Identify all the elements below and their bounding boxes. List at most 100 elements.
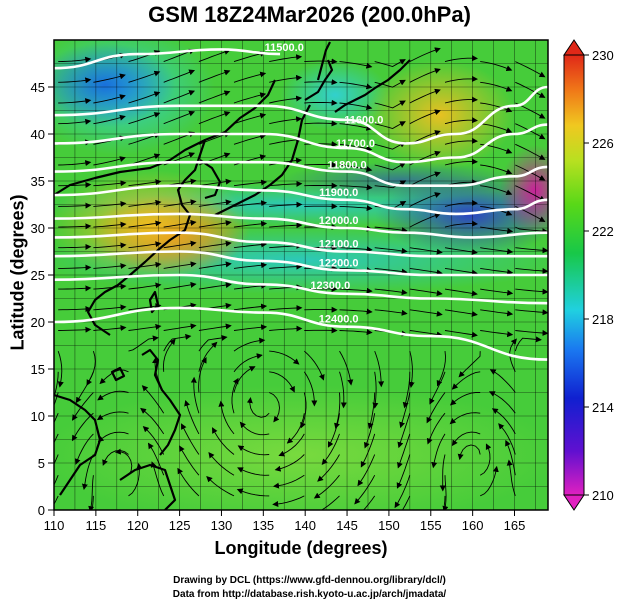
streamline-arrow <box>313 474 340 499</box>
coast-hainan <box>110 366 126 382</box>
streamline-arrow <box>339 308 373 315</box>
colorbar-bottom-triangle <box>563 494 585 511</box>
streamline-arrow <box>198 334 228 352</box>
streamline-arrow <box>269 116 303 125</box>
streamline-arrow <box>480 288 514 296</box>
streamline-arrow <box>198 261 232 269</box>
streamline-arrow <box>339 205 373 212</box>
streamline-arrow <box>491 408 516 435</box>
streamline-arrow <box>339 371 347 409</box>
streamline-arrow <box>93 114 126 125</box>
streamline-arrow <box>426 392 446 424</box>
streamline-arrow <box>81 454 94 490</box>
streamline-arrow <box>198 357 207 393</box>
streamline-arrow <box>269 54 303 63</box>
streamline-arrow <box>246 397 270 418</box>
y-tick-label: 10 <box>31 409 45 424</box>
streamline-arrow <box>488 391 516 414</box>
streamline-arrow <box>304 79 338 86</box>
streamline-arrow <box>339 61 373 69</box>
streamline-arrow <box>58 264 92 271</box>
streamline-arrow <box>128 282 162 290</box>
streamline-arrow <box>179 445 200 476</box>
streamline-arrow <box>97 431 129 443</box>
streamline-arrow <box>444 96 478 104</box>
credit-line-1: Drawing by DCL (https://www.gfd-dennou.o… <box>173 575 446 586</box>
y-tick-label: 0 <box>38 503 45 518</box>
streamline-arrow <box>93 94 126 104</box>
streamline-arrow <box>163 90 196 104</box>
coast-japan <box>214 104 311 216</box>
colorbar-tick-label: 214 <box>592 400 614 415</box>
streamline-arrow <box>163 219 197 228</box>
streamline-arrow <box>409 212 441 228</box>
streamline-arrow <box>147 442 165 476</box>
streamline-arrow <box>150 461 165 497</box>
height-contour-line <box>54 48 281 70</box>
x-tick-label: 120 <box>127 518 149 533</box>
streamline-arrow <box>449 412 481 425</box>
x-tick-label: 145 <box>336 518 358 533</box>
streamline-arrow <box>374 100 406 109</box>
streamline-arrow <box>409 309 443 317</box>
x-tick-label: 130 <box>211 518 233 533</box>
streamline-arrow <box>93 73 126 83</box>
contour-label: 12000.0 <box>319 215 359 227</box>
streamline-arrow <box>444 199 478 207</box>
streamline-arrow <box>506 459 516 497</box>
streamline-arrow <box>237 445 270 456</box>
streamline-arrow <box>269 95 303 104</box>
streamline-arrow <box>515 143 546 160</box>
x-tick-label: 150 <box>378 518 400 533</box>
coast-korea <box>199 159 222 200</box>
x-tick-label: 165 <box>504 518 526 533</box>
streamline-arrow <box>436 351 446 387</box>
streamline-arrow <box>163 199 197 207</box>
y-tick-label: 25 <box>31 268 45 283</box>
streamline-arrow <box>444 158 478 166</box>
streamline-arrow <box>409 171 441 187</box>
streamline-arrow <box>409 88 441 104</box>
streamline-arrow <box>303 350 325 381</box>
streamline-arrow <box>442 475 449 510</box>
chart-title: GSM 18Z24Mar2026 (200.0hPa) <box>148 2 471 27</box>
streamline-arrow <box>354 474 376 505</box>
streamline-arrow <box>269 201 303 208</box>
streamline-arrow <box>401 495 411 510</box>
streamline-arrow <box>269 222 303 229</box>
streamline-arrow <box>233 133 267 145</box>
streamline-arrow <box>181 423 200 455</box>
streamline-arrow <box>286 413 305 444</box>
streamline-arrow <box>91 495 94 510</box>
contour-label: 11800.0 <box>327 160 366 172</box>
streamline-arrow <box>426 412 446 445</box>
colorbar-tick-label: 230 <box>592 48 614 63</box>
streamline-arrow <box>367 392 376 430</box>
streamline-arrow <box>317 454 340 482</box>
streamline-arrow <box>480 61 513 72</box>
streamline-arrow <box>198 69 231 83</box>
streamline-arrow <box>163 333 192 352</box>
x-tick-label: 135 <box>252 518 274 533</box>
streamline-arrow <box>58 77 92 84</box>
streamline-arrow <box>397 433 411 469</box>
height-contours: 11500.0 11600.0 11700.0 11800.0 11900.0 12000… <box>54 42 548 361</box>
streamline-arrow <box>163 323 197 331</box>
streamline-arrow <box>339 81 373 90</box>
streamline-arrow <box>515 247 548 254</box>
streamline-arrow <box>233 262 268 269</box>
streamline-arrow <box>320 495 340 510</box>
streamline-arrow <box>339 246 373 253</box>
streamline-arrow <box>239 421 270 436</box>
streamline-arrow <box>480 185 513 196</box>
streamline-arrow <box>128 199 162 207</box>
streamline-arrow <box>198 111 231 125</box>
streamline-arrow <box>444 267 478 276</box>
streamline-arrow <box>269 325 303 332</box>
streamline-arrow <box>374 226 408 234</box>
streamline-arrow <box>439 454 446 492</box>
coast-asia-east <box>86 139 207 336</box>
streamline-arrow <box>514 336 542 352</box>
streamline-arrow <box>128 70 161 83</box>
streamline-arrow <box>54 392 59 407</box>
